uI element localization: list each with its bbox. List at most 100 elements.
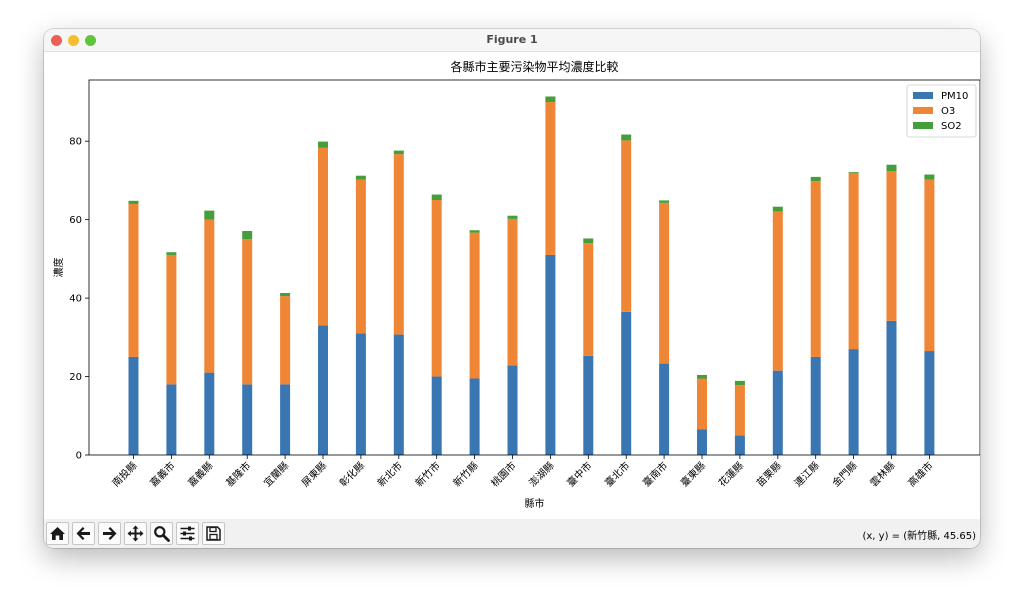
bar-so2-20 — [886, 164, 897, 172]
arrow-right-icon — [103, 527, 117, 540]
zoom-button[interactable] — [150, 522, 173, 545]
bar-pm10-9 — [469, 378, 480, 455]
close-button[interactable] — [51, 35, 62, 46]
bar-pm10-1 — [166, 384, 177, 455]
bar-pm10-17 — [772, 370, 783, 455]
bar-so2-15 — [697, 374, 707, 379]
bar-pm10-4 — [280, 384, 291, 455]
legend-label: PM10 — [941, 91, 968, 102]
x-tick-label: 臺中市 — [564, 459, 594, 489]
legend-label: SO2 — [941, 121, 962, 132]
y-tick-label: 40 — [69, 294, 82, 305]
x-tick-label: 嘉義市 — [147, 459, 177, 489]
bar-pm10-19 — [848, 349, 859, 455]
bar-pm10-12 — [583, 355, 594, 455]
bar-o3-7 — [393, 154, 404, 335]
x-tick-label: 雲林縣 — [867, 459, 897, 489]
bar-pm10-13 — [621, 311, 632, 455]
y-tick-label: 60 — [69, 215, 82, 226]
y-tick-label: 0 — [76, 451, 82, 462]
bar-pm10-20 — [886, 320, 897, 455]
axes-frame — [88, 79, 980, 456]
legend-swatch-pm10 — [913, 92, 933, 99]
navigation-toolbar: (x, y) = (新竹縣, 45.65) — [44, 519, 980, 548]
bar-o3-11 — [545, 101, 556, 255]
bar-o3-14 — [659, 202, 670, 364]
maximize-button[interactable] — [85, 35, 96, 46]
sliders-icon — [180, 526, 195, 541]
x-tick-label: 屏東縣 — [299, 459, 329, 489]
save-icon — [206, 526, 221, 541]
bar-pm10-21 — [924, 351, 935, 455]
save-button[interactable] — [202, 522, 225, 545]
bar-so2-19 — [848, 172, 859, 174]
minimize-button[interactable] — [68, 35, 79, 46]
bar-so2-10 — [507, 215, 518, 219]
bar-o3-20 — [886, 171, 897, 321]
x-tick-label: 臺東縣 — [678, 459, 708, 489]
x-tick-label: 金門縣 — [829, 459, 859, 489]
bar-so2-12 — [583, 238, 594, 244]
bar-o3-21 — [924, 179, 935, 352]
y-tick-label: 80 — [69, 137, 82, 148]
home-button[interactable] — [46, 522, 69, 545]
bar-pm10-8 — [431, 376, 442, 455]
bar-o3-1 — [166, 254, 177, 385]
bar-so2-14 — [659, 200, 670, 203]
search-icon — [154, 526, 170, 542]
x-tick-label: 澎湖縣 — [527, 460, 557, 490]
title-bar: Figure 1 — [44, 29, 980, 52]
bar-pm10-6 — [355, 333, 366, 455]
x-tick-label: 基隆市 — [223, 459, 253, 489]
bar-o3-9 — [469, 232, 480, 379]
x-tick-label: 新竹縣 — [450, 459, 480, 489]
x-tick-label: 臺北市 — [602, 459, 632, 489]
bar-so2-13 — [621, 134, 632, 141]
bar-so2-7 — [393, 150, 404, 155]
bar-so2-0 — [128, 200, 139, 204]
bar-so2-11 — [545, 96, 556, 102]
bar-so2-9 — [469, 230, 480, 233]
pan-button[interactable] — [124, 522, 147, 545]
bar-so2-16 — [734, 380, 745, 386]
bar-o3-3 — [242, 239, 253, 385]
home-icon — [50, 527, 65, 540]
x-tick-label: 花蓮縣 — [716, 459, 746, 489]
bar-pm10-15 — [697, 429, 707, 455]
bar-pm10-7 — [393, 334, 404, 455]
bar-o3-6 — [355, 179, 366, 334]
x-tick-label: 彰化縣 — [337, 459, 367, 489]
bar-o3-18 — [810, 181, 821, 357]
bar-o3-4 — [280, 296, 291, 385]
back-button[interactable] — [72, 522, 95, 545]
bar-so2-17 — [772, 206, 783, 212]
cursor-coordinates: (x, y) = (新竹縣, 45.65) — [862, 531, 976, 542]
forward-button[interactable] — [98, 522, 121, 545]
x-tick-label: 嘉義縣 — [185, 459, 215, 489]
bar-so2-4 — [280, 292, 291, 297]
bar-o3-15 — [697, 378, 707, 430]
bar-o3-2 — [204, 219, 215, 373]
arrow-left-icon — [76, 527, 90, 540]
bar-pm10-16 — [734, 435, 745, 455]
bar-o3-13 — [621, 140, 632, 312]
x-tick-label: 連江縣 — [791, 459, 821, 489]
plot-area[interactable]: 各縣市主要污染物平均濃度比較 南投縣 嘉義市 嘉義縣 基隆市 宜蘭縣 屏東縣 彰化縣 新北市 新竹… — [44, 52, 980, 519]
bar-o3-16 — [734, 385, 745, 436]
bar-pm10-0 — [128, 356, 139, 455]
y-tick-label: 20 — [69, 372, 82, 383]
y-axis-label: 濃度 — [52, 258, 65, 278]
x-tick-label: 苗栗縣 — [754, 460, 784, 490]
bar-o3-17 — [772, 211, 783, 371]
legend-swatch-so2 — [913, 122, 933, 129]
x-tick-label: 新北市 — [375, 459, 405, 489]
configure-subplots-button[interactable] — [176, 522, 199, 545]
bar-so2-5 — [318, 141, 328, 148]
window-title: Figure 1 — [486, 33, 538, 46]
legend-swatch-o3 — [913, 107, 933, 114]
bar-so2-21 — [924, 174, 935, 180]
bar-so2-6 — [355, 175, 366, 180]
bar-o3-8 — [431, 200, 442, 377]
bar-o3-19 — [848, 173, 859, 350]
